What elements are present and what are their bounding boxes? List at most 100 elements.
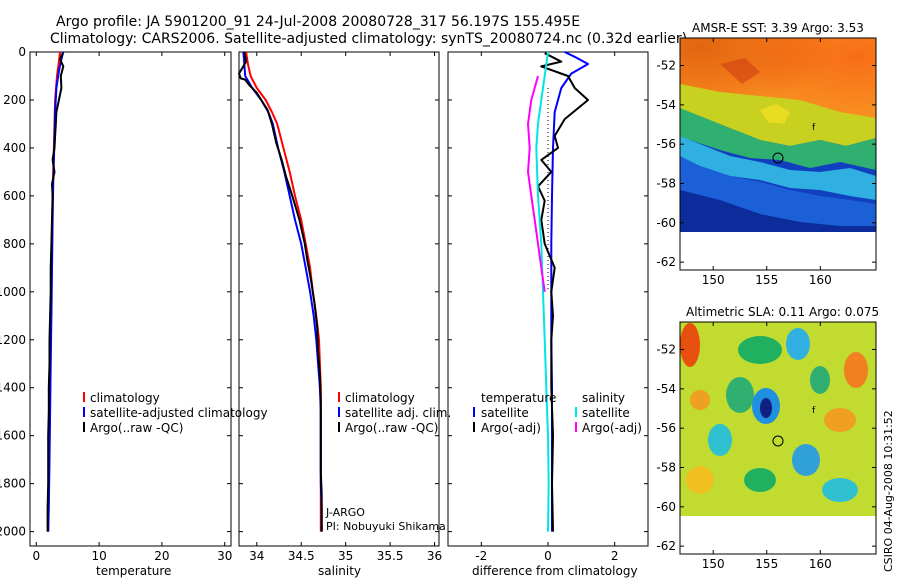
salinity-x-axis: 34 34.5 35 35.5 36 [249,52,442,563]
x-tick-label: 20 [154,549,169,563]
legend-label-argo: Argo(..raw -QC) [90,421,183,435]
legend-label-sal-climatology: climatology [345,391,415,405]
series-line-temperature-satellite [550,51,589,532]
map-y-tick-label: -54 [656,98,676,112]
map-x-tick-label: 160 [809,557,832,571]
salinity-profiles [238,51,323,532]
legend-label-climatology: climatology [90,391,160,405]
legend-label-temp-satellite: satellite [481,406,529,420]
x-tick-label: 35 [338,549,353,563]
series-line-satellite-adj-clim [242,51,323,532]
sla-map: Altimetric SLA: 0.11 Argo: 0.075 f 150 15… [656,305,879,571]
difference-legend: temperature satellite Argo(-adj) salinit… [473,391,642,435]
map-x-tick-label: 155 [755,557,778,571]
y-tick-label: 1200 [0,333,26,347]
temperature-profiles [46,51,65,532]
x-tick-label: 34 [249,549,264,563]
map-y-tick-label: -56 [656,137,676,151]
legend-label-satellite-adjusted: satellite-adjusted climatology [90,406,268,420]
sst-map-title: AMSR-E SST: 3.39 Argo: 3.53 [692,21,864,35]
y-tick-label: 800 [3,237,26,251]
sst-map: AMSR-E SST: 3.39 Argo: 3.53 f 150 155 160 -… [656,21,877,287]
series-line-argo-raw-qc [238,51,323,532]
float-program: J-ARGO [325,506,365,519]
credit-timestamp: CSIRO 04-Aug-2008 10:31:52 [882,410,895,572]
salinity-xlabel: salinity [318,564,361,578]
map-y-tick-label: -52 [656,59,676,73]
map-y-tick-label: -54 [656,382,676,396]
map-y-tick-label: -60 [656,500,676,514]
map-x-tick-label: 155 [755,273,778,287]
sst-map-glyph: f [812,123,816,133]
temperature-x-axis: 0 10 20 30 [32,52,232,563]
depth-axis: 0 200 400 600 800 1000 1200 1400 1600 1800 2000 [0,45,231,539]
x-tick-label: 30 [217,549,232,563]
temperature-axes-box [29,51,232,547]
float-pi: PI: Nobuyuki Shikama [326,520,446,533]
sla-argo-position-marker [772,435,784,447]
x-tick-label: 36 [427,549,442,563]
x-tick-label: 34.5 [288,549,315,563]
sla-map-title: Altimetric SLA: 0.11 Argo: 0.075 [686,305,879,319]
title-line2: Climatology: CARS2006. Satellite-adjuste… [50,31,687,47]
map-y-tick-label: -58 [656,176,676,190]
sst-argo-position-marker [772,152,784,164]
y-tick-label: 1800 [0,477,26,491]
sst-map-axes: 150 155 160 -52 -54 -56 -58 -60 -62 [656,38,876,287]
difference-y-ticks [448,51,648,533]
legend-label-sal-argo-adj: Argo(-adj) [582,421,642,435]
x-tick-label: 10 [91,549,106,563]
difference-xlabel: difference from climatology [472,564,638,578]
series-line-salinity-argo-adj [527,75,546,292]
temperature-xlabel: temperature [96,564,171,578]
y-tick-label: 1600 [0,429,26,443]
map-y-tick-label: -62 [656,255,676,269]
legend-heading-temperature: temperature [481,391,556,405]
sst-map-frame [679,37,877,271]
title-line1: Argo profile: JA 5901200_91 24-Jul-2008 … [56,14,580,30]
sla-map-glyph: f [812,406,816,416]
sst-map-field [680,38,876,232]
legend-heading-salinity: salinity [582,391,625,405]
map-x-tick-label: 150 [702,557,725,571]
salinity-y-ticks [239,51,439,533]
y-tick-label: 1000 [0,285,26,299]
y-tick-label: 1400 [0,381,26,395]
salinity-legend: climatology satellite adj. clim. Argo(..… [338,391,451,435]
difference-profiles [527,51,589,532]
map-x-tick-label: 160 [809,273,832,287]
y-tick-label: 600 [3,189,26,203]
map-y-tick-label: -56 [656,421,676,435]
salinity-panel: 34 34.5 35 35.5 36 salinity climatology sate… [238,51,451,578]
x-tick-label: 0 [32,549,40,563]
series-line-temperature-argo-adj [537,52,589,532]
legend-label-sal-sat: satellite [582,406,630,420]
map-y-tick-label: -52 [656,343,676,357]
legend-label-temp-argo: Argo(-adj) [481,421,541,435]
map-y-tick-label: -62 [656,539,676,553]
sla-map-axes: 150 155 160 -52 -54 -56 -58 -60 -62 [656,322,876,571]
x-tick-label: 0 [544,549,552,563]
difference-panel: -2 0 2 difference from climatology tempera… [447,51,649,578]
map-y-tick-label: -58 [656,460,676,474]
y-tick-label: 400 [3,141,26,155]
y-tick-label: 200 [3,93,26,107]
temperature-panel: 0 200 400 600 800 1000 1200 1400 1600 1800 2000 0 1… [0,45,268,578]
legend-label-sal-argo: Argo(..raw -QC) [345,421,438,435]
map-x-tick-label: 150 [702,273,725,287]
difference-x-axis: -2 0 2 [475,52,618,563]
salinity-axes-box [238,51,440,547]
series-line-argo-raw-qc [46,52,65,532]
y-tick-label: 2000 [0,525,26,539]
sla-map-field [680,322,876,516]
map-y-tick-label: -60 [656,216,676,230]
y-tick-label: 0 [18,45,26,59]
series-line-salinity-satellite [535,51,550,532]
x-tick-label: 35.5 [377,549,404,563]
x-tick-label: 2 [611,549,619,563]
sla-map-frame [679,321,877,555]
temperature-legend: climatology satellite-adjusted climatolo… [83,391,268,435]
x-tick-label: -2 [475,549,487,563]
legend-label-sal-satellite: satellite adj. clim. [345,406,451,420]
